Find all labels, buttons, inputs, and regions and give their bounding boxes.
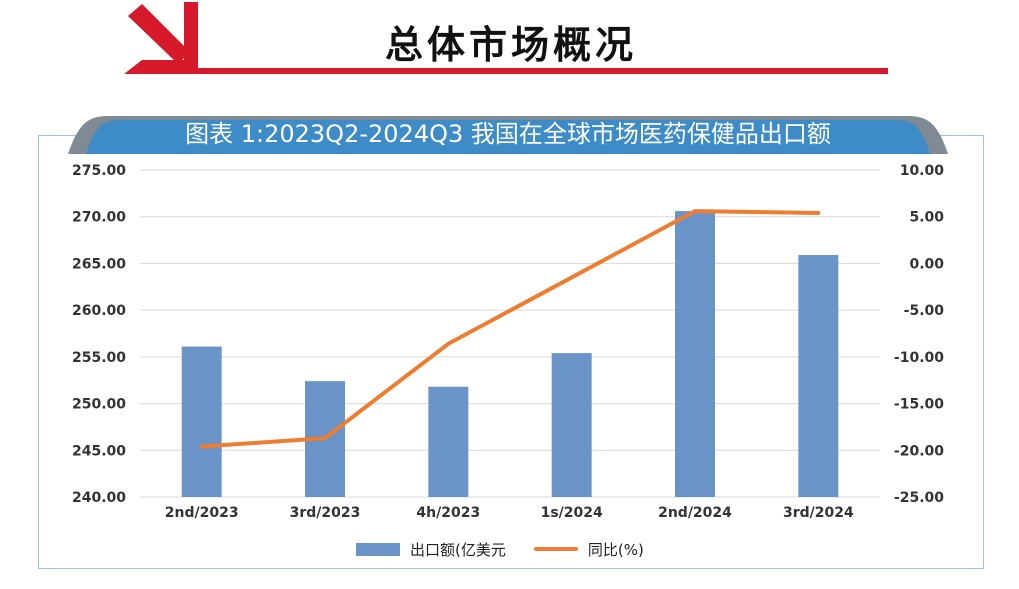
y-left-tick-label: 255.00: [72, 350, 126, 366]
yoy-point: [446, 342, 450, 346]
y-left-tick-label: 240.00: [72, 490, 126, 506]
y-left-tick-label: 270.00: [72, 210, 126, 226]
yoy-series-line: [199, 209, 821, 449]
x-tick-label: 2nd/2023: [165, 505, 239, 521]
page-header: 总体市场概况: [0, 0, 1019, 100]
legend-bar-swatch: [356, 542, 400, 556]
chart-title: 图表 1:2023Q2-2024Q3 我国在全球市场医药保健品出口额: [185, 120, 831, 148]
x-tick-label: 3rd/2023: [290, 505, 361, 521]
chart-title-banner: [68, 116, 948, 154]
page-title: 总体市场概况: [385, 23, 638, 67]
y-right-tick-label: 5.00: [909, 210, 944, 226]
y-right-tick-label: -20.00: [894, 443, 944, 459]
chart-legend: 出口额(亿美元 同比(%): [356, 538, 644, 560]
yoy-point: [200, 445, 204, 449]
y-left-tick-label: 265.00: [72, 256, 126, 272]
x-tick-label: 2nd/2024: [658, 505, 732, 521]
yoy-point: [816, 211, 820, 215]
yoy-point: [693, 209, 697, 213]
legend-label-export: 出口额(亿美元: [410, 540, 506, 559]
y-right-tick-label: -5.00: [904, 303, 945, 319]
x-tick-label: 1s/2024: [541, 505, 603, 521]
legend-label-yoy: 同比(%): [587, 540, 644, 559]
bar: [798, 255, 839, 497]
y-left-tick-label: 250.00: [72, 397, 126, 413]
yoy-point: [570, 275, 574, 279]
bar: [551, 353, 592, 497]
y-right-tick-label: -25.00: [894, 490, 944, 506]
y-left-tick-label: 260.00: [72, 303, 126, 319]
bar: [181, 346, 222, 497]
y-left-tick-label: 245.00: [72, 443, 126, 459]
y-right-tick-label: 0.00: [909, 256, 944, 272]
legend-line-swatch: [533, 547, 578, 551]
bar: [675, 211, 715, 497]
title-underline: [190, 68, 888, 74]
y-right-tick-label: 10.00: [900, 163, 945, 179]
y-right-tick-label: -10.00: [894, 350, 944, 366]
x-tick-label: 3rd/2024: [783, 505, 854, 521]
y-left-tick-label: 275.00: [72, 163, 126, 179]
y-right-tick-label: -15.00: [894, 397, 944, 413]
bar: [428, 386, 469, 497]
yoy-point: [323, 436, 327, 440]
x-tick-label: 4h/2023: [416, 505, 480, 521]
red-arrow-icon: [124, 2, 198, 74]
